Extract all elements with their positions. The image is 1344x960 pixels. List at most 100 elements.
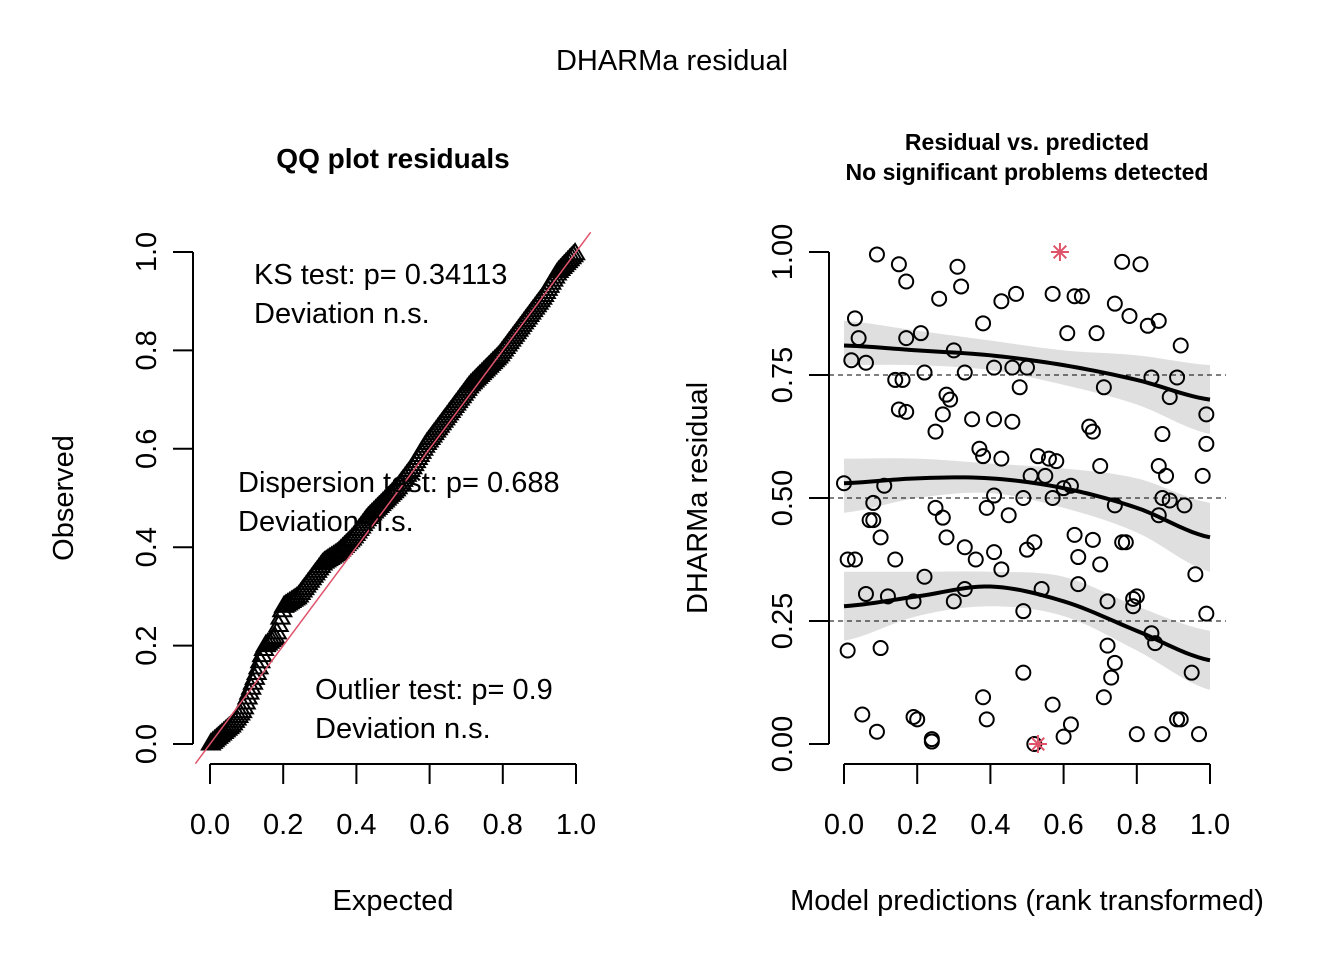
rvp-point bbox=[898, 330, 915, 347]
rvp-y-axis-label: DHARMa residual bbox=[682, 382, 714, 614]
rvp-point bbox=[1198, 406, 1215, 423]
rvp-point bbox=[1106, 497, 1123, 514]
qq-reference-line bbox=[194, 231, 592, 765]
rvp-x-tick-label: 1.0 bbox=[1190, 809, 1230, 841]
rvp-point bbox=[898, 403, 915, 420]
rvp-point bbox=[912, 325, 929, 342]
qq-x-axis-label: Expected bbox=[333, 885, 454, 917]
rvp-point bbox=[1125, 598, 1142, 615]
rvp-y-tick-label: 0.00 bbox=[767, 716, 799, 772]
rvp-point bbox=[927, 499, 944, 516]
rvp-point bbox=[1150, 312, 1167, 329]
qq-point bbox=[251, 643, 273, 663]
rvp-x-tick-label: 0.4 bbox=[970, 809, 1010, 841]
rvp-point bbox=[1015, 664, 1032, 681]
star-stroke bbox=[1030, 736, 1045, 752]
rvp-point bbox=[1198, 435, 1215, 452]
ks-test-label: KS test: p= 0.34113 bbox=[254, 259, 507, 291]
rvp-point bbox=[1081, 418, 1098, 435]
rvp-point bbox=[934, 509, 951, 526]
rvp-point bbox=[890, 256, 907, 273]
rvp-point bbox=[894, 371, 911, 388]
rvp-points bbox=[836, 246, 1215, 752]
rvp-axes bbox=[809, 251, 1211, 784]
rvp-band-q0.5 bbox=[844, 458, 1210, 572]
qq-y-tick-label: 0.4 bbox=[131, 527, 163, 567]
ks-test-deviation: Deviation n.s. bbox=[254, 298, 430, 330]
rvp-point bbox=[1088, 325, 1105, 342]
qq-point bbox=[247, 656, 270, 675]
rvp-point bbox=[1048, 453, 1065, 470]
rvp-point bbox=[846, 551, 863, 568]
rvp-point bbox=[1176, 497, 1193, 514]
qq-point bbox=[564, 242, 586, 261]
rvp-y-tick-label: 0.25 bbox=[767, 593, 799, 649]
rvp-point bbox=[1070, 576, 1087, 593]
rvp-point bbox=[843, 352, 860, 369]
rvp-point bbox=[1073, 288, 1090, 305]
rvp-outlier-star bbox=[1050, 243, 1069, 261]
rvp-point bbox=[1172, 337, 1189, 354]
rvp-point bbox=[857, 585, 874, 602]
rvp-point bbox=[923, 733, 940, 750]
qq-x-tick-label: 0.0 bbox=[190, 809, 230, 841]
rvp-point bbox=[1044, 696, 1061, 713]
rvp-point bbox=[905, 593, 922, 610]
rvp-x-tick-label: 0.2 bbox=[897, 809, 937, 841]
qq-plot-title: QQ plot residuals bbox=[276, 143, 509, 174]
rvp-point bbox=[1029, 448, 1046, 465]
rvp-point bbox=[938, 386, 955, 403]
qq-axes bbox=[173, 251, 577, 784]
rvp-point bbox=[1117, 534, 1134, 551]
rvp-point bbox=[872, 529, 889, 546]
rvp-point bbox=[887, 551, 904, 568]
rvp-point bbox=[1095, 689, 1112, 706]
rvp-outlier-star bbox=[1028, 735, 1047, 753]
rvp-point bbox=[945, 593, 962, 610]
rvp-point bbox=[931, 290, 948, 307]
qq-x-tick-label: 0.6 bbox=[409, 809, 449, 841]
rvp-point bbox=[905, 708, 922, 725]
rvp-point bbox=[975, 315, 992, 332]
qq-y-tick-label: 0.2 bbox=[131, 625, 163, 665]
rvp-outliers bbox=[1028, 243, 1069, 753]
rvp-point bbox=[1154, 426, 1171, 443]
dispersion-test-deviation: Deviation n.s. bbox=[238, 506, 414, 538]
rvp-point bbox=[1114, 253, 1131, 270]
rvp-point bbox=[1172, 711, 1189, 728]
rvp-point bbox=[887, 371, 904, 388]
qq-annotations: KS test: p= 0.34113 Deviation n.s. Dispe… bbox=[238, 259, 560, 745]
rvp-point bbox=[1000, 507, 1017, 524]
rvp-point bbox=[1099, 637, 1116, 654]
residual-vs-predicted-panel: Residual vs. predicted No significant pr… bbox=[682, 129, 1264, 917]
rvp-point bbox=[1128, 588, 1145, 605]
rvp-point bbox=[857, 354, 874, 371]
qq-y-tick-label: 0.0 bbox=[131, 724, 163, 764]
rvp-band-q0.25 bbox=[844, 571, 1210, 690]
qq-x-tick-label: 0.8 bbox=[483, 809, 523, 841]
rvp-point bbox=[1161, 492, 1178, 509]
rvp-point bbox=[942, 391, 959, 408]
rvp-point bbox=[1092, 458, 1109, 475]
rvp-point bbox=[872, 640, 889, 657]
rvp-point bbox=[993, 450, 1010, 467]
outlier-test-label: Outlier test: p= 0.9 bbox=[315, 674, 553, 706]
rvp-point bbox=[1132, 256, 1149, 273]
qq-tick-labels: 0.0 0.2 0.4 0.6 0.8 1.0 0.0 0.2 0.4 0.6 0.8 1.0 bbox=[131, 232, 596, 841]
rvp-y-tick-label: 1.00 bbox=[767, 224, 799, 280]
rvp-point bbox=[986, 487, 1003, 504]
rvp-point bbox=[1128, 726, 1145, 743]
rvp-x-tick-label: 0.6 bbox=[1043, 809, 1083, 841]
rvp-quantile-curve-q0.25 bbox=[843, 584, 1211, 663]
rvp-point bbox=[967, 551, 984, 568]
figure-title: DHARMa residual bbox=[556, 45, 788, 77]
qq-y-tick-label: 0.6 bbox=[131, 429, 163, 469]
dispersion-test-label: Dispersion test: p= 0.688 bbox=[238, 467, 560, 499]
rvp-point bbox=[953, 278, 970, 295]
rvp-point bbox=[986, 411, 1003, 428]
rvp-quantile-curves bbox=[843, 343, 1211, 663]
rvp-quantile-curve-q0.75 bbox=[843, 343, 1211, 402]
rvp-point bbox=[1004, 413, 1021, 430]
rvp-point bbox=[993, 561, 1010, 578]
rvp-point bbox=[1044, 490, 1061, 506]
